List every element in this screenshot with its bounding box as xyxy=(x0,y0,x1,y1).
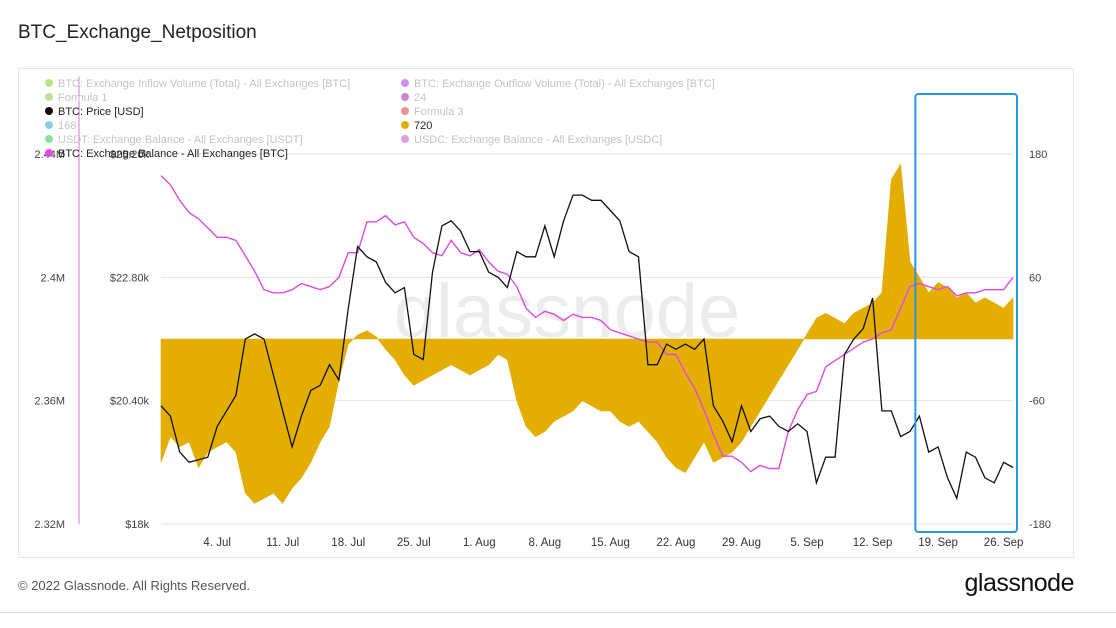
legend-label: 24 xyxy=(414,92,426,104)
netposition-axis-tick: -180 xyxy=(1029,519,1051,531)
x-axis-tick: 26. Sep xyxy=(984,537,1024,549)
legend-item[interactable]: 24 xyxy=(401,92,426,104)
x-axis-tick: 5. Sep xyxy=(790,537,823,549)
legend-marker xyxy=(401,107,409,115)
legend-item[interactable]: BTC: Exchange Inflow Volume (Total) - Al… xyxy=(45,78,350,90)
chart-panel: 2.32M2.36M2.4M2.44M$18k$20.40k$22.80k$25… xyxy=(18,68,1074,558)
price-axis-tick: $18k xyxy=(125,519,149,531)
copyright-text: © 2022 Glassnode. All Rights Reserved. xyxy=(18,578,251,593)
legend-marker xyxy=(45,107,53,115)
netposition-area xyxy=(160,163,1014,504)
legend-marker xyxy=(45,149,53,157)
price-axis-tick: $20.40k xyxy=(110,396,150,408)
netposition-axis-tick: 180 xyxy=(1029,149,1047,161)
legend-marker xyxy=(401,135,409,143)
legend-item[interactable]: Formula 1 xyxy=(45,92,108,104)
balance-axis-tick: 2.4M xyxy=(41,272,65,284)
legend-label: Formula 3 xyxy=(414,106,464,118)
legend-item[interactable]: BTC: Exchange Outflow Volume (Total) - A… xyxy=(401,78,715,90)
legend-label: BTC: Exchange Balance - All Exchanges [B… xyxy=(58,148,288,160)
netposition-axis-tick: -60 xyxy=(1029,396,1045,408)
x-axis-tick: 22. Aug xyxy=(656,537,695,549)
page-title: BTC_Exchange_Netposition xyxy=(18,22,257,43)
legend-label: 168 xyxy=(58,120,76,132)
x-axis-tick: 29. Aug xyxy=(722,537,761,549)
balance-axis-tick: 2.36M xyxy=(34,396,65,408)
legend-label: 720 xyxy=(414,120,432,132)
x-axis-tick: 12. Sep xyxy=(853,537,893,549)
legend-marker xyxy=(45,93,53,101)
x-axis-tick: 8. Aug xyxy=(529,537,562,549)
legend-marker xyxy=(45,121,53,129)
x-axis-tick: 1. Aug xyxy=(463,537,496,549)
x-axis-tick: 25. Jul xyxy=(397,537,431,549)
x-axis-tick: 11. Jul xyxy=(266,537,299,549)
brand-logo[interactable]: glassnode xyxy=(964,569,1075,597)
legend-label: Formula 1 xyxy=(58,92,108,104)
btc-price-line xyxy=(160,194,1014,501)
legend-marker xyxy=(45,79,53,87)
legend-item[interactable]: Formula 3 xyxy=(401,106,464,118)
netposition-axis-tick: 60 xyxy=(1029,272,1041,284)
legend-marker xyxy=(401,93,409,101)
x-axis-tick: 19. Sep xyxy=(918,537,958,549)
legend-marker xyxy=(401,79,409,87)
highlight-box xyxy=(914,93,1018,533)
legend-item[interactable]: 168 xyxy=(45,120,76,132)
legend-item[interactable]: BTC: Price [USD] xyxy=(45,106,144,118)
legend-marker xyxy=(45,135,53,143)
price-axis-tick: $25.20k xyxy=(110,149,150,161)
legend-item[interactable]: USDT: Exchange Balance - All Exchanges [… xyxy=(45,134,303,146)
divider xyxy=(0,612,1116,613)
chart-canvas[interactable]: 2.32M2.36M2.4M2.44M$18k$20.40k$22.80k$25… xyxy=(19,69,1075,559)
legend-label: BTC: Exchange Inflow Volume (Total) - Al… xyxy=(58,78,350,90)
exchange-balance-line xyxy=(160,175,1014,473)
legend-label: USDC: Exchange Balance - All Exchanges [… xyxy=(414,134,662,146)
legend-item[interactable]: USDC: Exchange Balance - All Exchanges [… xyxy=(401,134,662,146)
balance-axis-tick: 2.32M xyxy=(34,519,65,531)
legend-item[interactable]: 720 xyxy=(401,120,432,132)
x-axis-tick: 15. Aug xyxy=(591,537,630,549)
legend-item[interactable]: BTC: Exchange Balance - All Exchanges [B… xyxy=(45,148,288,160)
x-axis-tick: 4. Jul xyxy=(203,537,231,549)
legend-label: BTC: Exchange Outflow Volume (Total) - A… xyxy=(414,78,715,90)
price-axis-tick: $22.80k xyxy=(110,272,150,284)
legend-marker xyxy=(401,121,409,129)
legend-label: BTC: Price [USD] xyxy=(58,106,144,118)
x-axis-tick: 18. Jul xyxy=(331,537,365,549)
legend-label: USDT: Exchange Balance - All Exchanges [… xyxy=(58,134,303,146)
